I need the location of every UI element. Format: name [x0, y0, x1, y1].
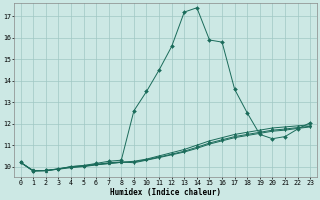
- X-axis label: Humidex (Indice chaleur): Humidex (Indice chaleur): [110, 188, 221, 197]
